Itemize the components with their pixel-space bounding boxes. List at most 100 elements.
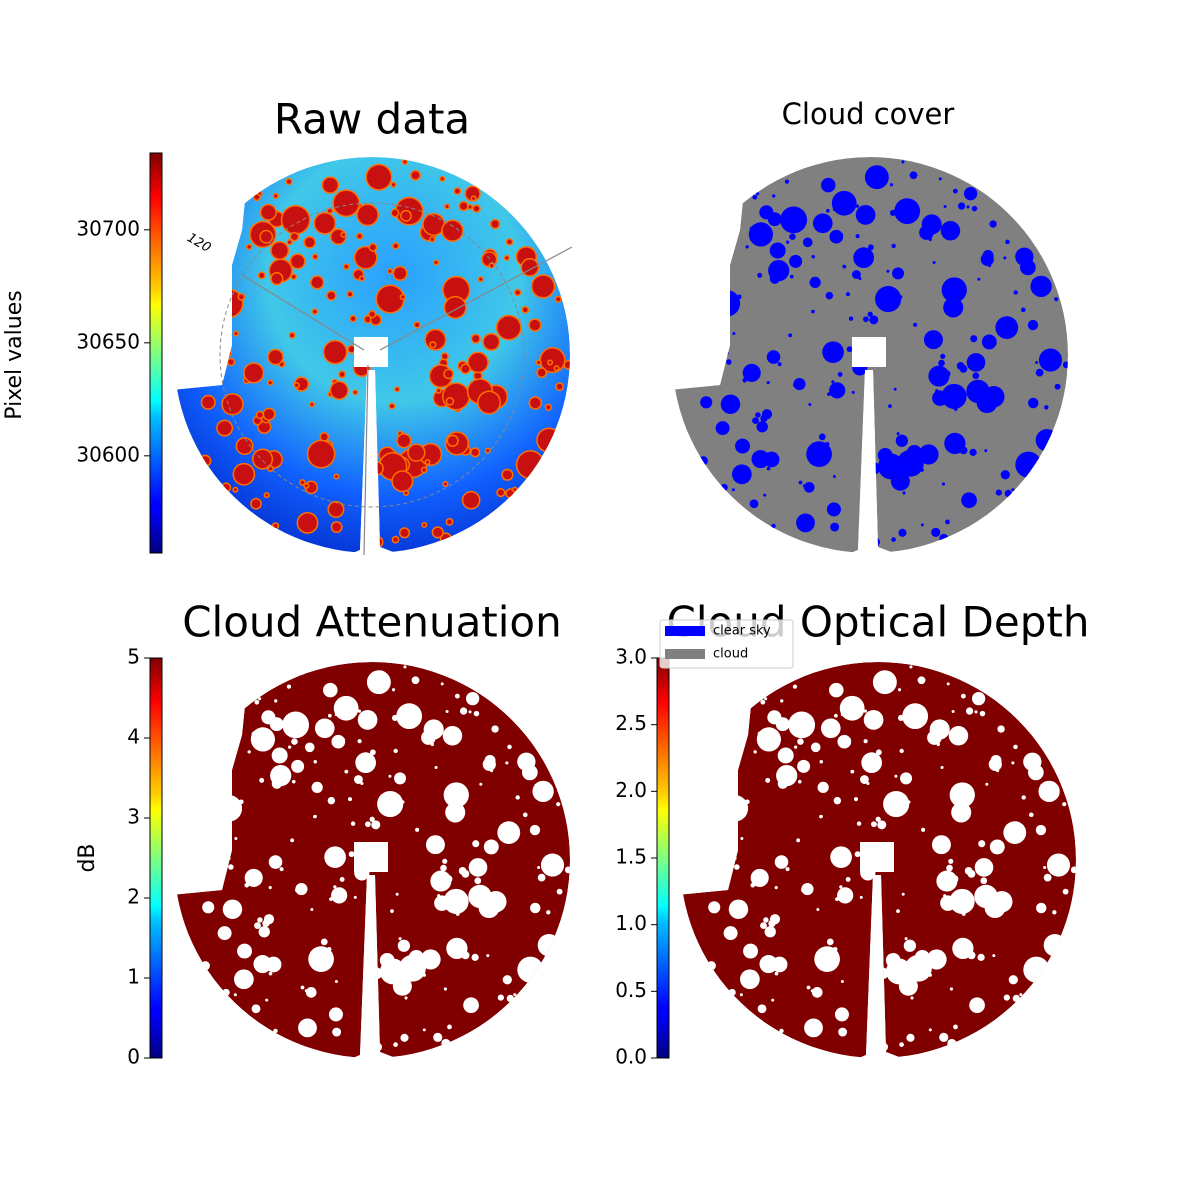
blob bbox=[437, 389, 441, 393]
blob bbox=[288, 240, 292, 244]
blob bbox=[976, 392, 998, 414]
blob bbox=[966, 353, 986, 372]
blob bbox=[1052, 910, 1057, 915]
blob bbox=[712, 761, 732, 780]
blob bbox=[873, 940, 877, 944]
blob bbox=[459, 707, 468, 715]
blob bbox=[1028, 397, 1039, 409]
blob bbox=[454, 693, 460, 699]
blob bbox=[422, 1028, 426, 1032]
blob bbox=[845, 876, 851, 882]
blob bbox=[353, 390, 357, 394]
blob bbox=[898, 528, 907, 537]
blob-edge bbox=[225, 349, 233, 357]
blob bbox=[415, 827, 420, 832]
blob bbox=[367, 435, 371, 439]
blob bbox=[320, 433, 328, 441]
blob bbox=[1021, 795, 1026, 800]
blob bbox=[497, 821, 521, 845]
blob bbox=[1046, 360, 1050, 364]
blob bbox=[468, 858, 488, 877]
blob bbox=[952, 188, 958, 194]
blob bbox=[397, 434, 411, 447]
blob bbox=[1008, 975, 1018, 985]
blob bbox=[900, 772, 913, 785]
blob bbox=[817, 781, 829, 794]
blob bbox=[295, 888, 299, 892]
blob bbox=[268, 350, 283, 364]
blob bbox=[537, 368, 546, 377]
blob bbox=[996, 768, 1000, 773]
blob bbox=[953, 1024, 958, 1030]
blob bbox=[350, 821, 356, 826]
blob bbox=[295, 882, 308, 896]
blob bbox=[401, 295, 405, 299]
blob bbox=[388, 269, 392, 273]
blob bbox=[971, 691, 986, 706]
blob bbox=[949, 987, 954, 991]
blob bbox=[811, 255, 815, 259]
blob bbox=[863, 316, 869, 323]
blob bbox=[700, 361, 712, 373]
blob bbox=[491, 220, 499, 228]
blob bbox=[1062, 361, 1068, 369]
blob bbox=[833, 713, 838, 718]
blob bbox=[490, 263, 494, 268]
blob bbox=[926, 949, 947, 970]
blob bbox=[978, 840, 986, 848]
blob bbox=[920, 523, 924, 527]
blob bbox=[263, 914, 275, 925]
blob bbox=[366, 670, 391, 695]
blob bbox=[486, 449, 490, 453]
blob bbox=[897, 688, 902, 692]
blob bbox=[367, 940, 371, 944]
blob bbox=[556, 297, 561, 302]
blob bbox=[491, 725, 499, 733]
blob bbox=[327, 291, 336, 300]
blob bbox=[850, 769, 855, 774]
blob bbox=[798, 480, 803, 485]
blob bbox=[1013, 744, 1018, 750]
blob bbox=[555, 871, 559, 875]
blob bbox=[291, 738, 298, 745]
blob bbox=[377, 790, 404, 818]
blob bbox=[960, 693, 966, 699]
blob bbox=[420, 949, 441, 970]
blob-edge bbox=[376, 548, 383, 553]
blob bbox=[443, 383, 469, 409]
tick-label: 0.5 bbox=[615, 978, 647, 1002]
blob-edge bbox=[177, 351, 190, 364]
blob bbox=[889, 183, 894, 187]
blob bbox=[943, 894, 947, 898]
blob bbox=[764, 926, 776, 938]
blob bbox=[430, 237, 434, 242]
blob bbox=[820, 177, 836, 193]
blob bbox=[311, 276, 323, 289]
blob bbox=[726, 359, 732, 365]
blob bbox=[369, 244, 376, 251]
blob bbox=[268, 886, 272, 890]
blob bbox=[859, 895, 863, 899]
blob bbox=[502, 470, 512, 480]
tick-label: 0 bbox=[127, 1045, 140, 1069]
blob bbox=[1011, 488, 1015, 492]
blob bbox=[979, 710, 986, 717]
blob bbox=[233, 993, 237, 997]
blob bbox=[468, 710, 472, 714]
blob bbox=[834, 1007, 849, 1022]
blob bbox=[980, 252, 994, 266]
blob bbox=[731, 488, 735, 492]
blob bbox=[443, 987, 448, 991]
blob bbox=[348, 346, 355, 353]
blob bbox=[715, 421, 730, 436]
blob bbox=[810, 742, 821, 753]
blob bbox=[769, 273, 780, 284]
colorbar-label: Pixel values bbox=[2, 290, 27, 419]
blob bbox=[847, 738, 852, 742]
blob bbox=[896, 432, 900, 436]
blob bbox=[932, 260, 936, 265]
blob bbox=[331, 734, 346, 749]
blob bbox=[913, 322, 918, 327]
blob bbox=[740, 969, 760, 990]
blob bbox=[234, 331, 238, 336]
